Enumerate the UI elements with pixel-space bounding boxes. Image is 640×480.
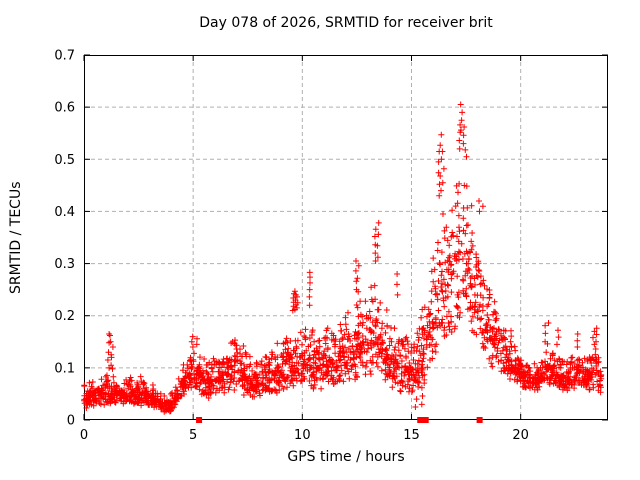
y-tick-label: 0.1: [54, 361, 75, 376]
y-tick-label: 0.3: [54, 257, 75, 272]
page-title: Day 078 of 2026, SRMTID for receiver bri…: [199, 15, 493, 31]
zero-baseline-marker: [476, 417, 483, 423]
x-axis-label: GPS time / hours: [287, 449, 405, 465]
x-tick-label: 5: [189, 428, 197, 443]
zero-baseline-marker: [422, 417, 429, 423]
x-tick-label: 15: [403, 428, 420, 443]
y-tick-label: 0.6: [54, 101, 75, 116]
y-tick-label: 0: [67, 414, 75, 429]
y-tick-label: 0.2: [54, 309, 75, 324]
x-tick-label: 10: [294, 428, 311, 443]
y-tick-label: 0.5: [54, 153, 75, 168]
zero-baseline-marker: [196, 417, 203, 423]
plot-border: [84, 55, 608, 420]
x-tick-label: 0: [80, 428, 88, 443]
y-tick-label: 0.7: [54, 49, 75, 64]
scatter-points: [81, 101, 605, 415]
x-tick-label: 20: [512, 428, 529, 443]
y-tick-label: 0.4: [54, 205, 75, 220]
zero-baseline-marker: [417, 417, 424, 423]
